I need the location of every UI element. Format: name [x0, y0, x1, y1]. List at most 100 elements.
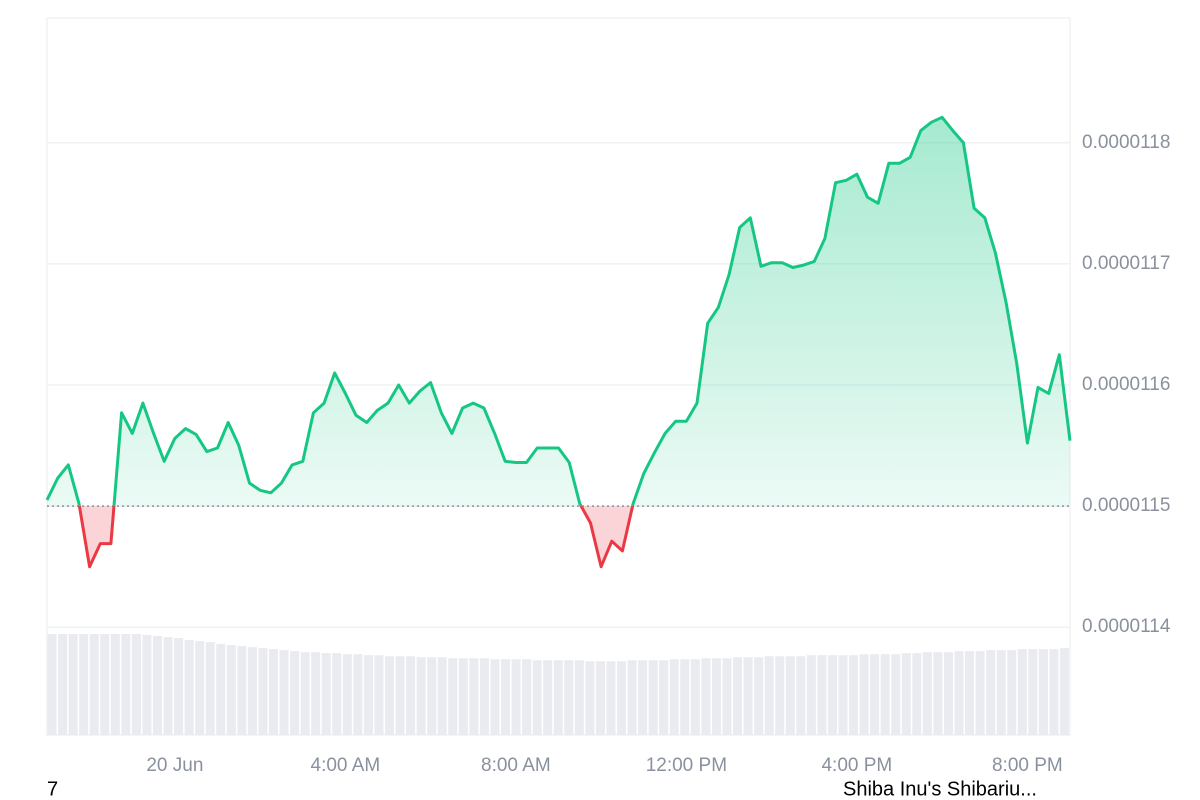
volume-bar — [933, 652, 943, 735]
volume-bar — [553, 660, 563, 735]
caption-left: 7 — [47, 778, 58, 800]
volume-bar — [754, 657, 764, 735]
volume-bar — [690, 659, 700, 735]
volume-bar — [943, 652, 953, 735]
volume-bar — [511, 659, 521, 735]
volume-bar — [711, 658, 721, 735]
volume-bar — [543, 660, 553, 735]
volume-bar — [954, 651, 964, 735]
volume-bar — [89, 634, 99, 735]
volume-bar — [817, 655, 827, 735]
volume-bar — [406, 656, 416, 735]
volume-bar — [47, 634, 57, 735]
volume-bar — [290, 651, 300, 735]
volume-bar — [490, 659, 500, 735]
volume-bar — [258, 648, 268, 735]
volume-bar — [469, 658, 479, 735]
volume-bar — [922, 652, 932, 735]
x-tick-label: 12:00 PM — [646, 755, 727, 776]
volume-bar — [595, 661, 605, 735]
volume-bar — [68, 634, 78, 735]
volume-bar — [574, 660, 584, 735]
volume-bar — [279, 650, 289, 735]
price-line-up — [45, 115, 1072, 507]
volume-bar — [659, 660, 669, 735]
volume-bar — [268, 649, 279, 735]
volume-bar — [448, 658, 458, 735]
volume-bar — [374, 655, 384, 735]
volume-bar — [332, 653, 342, 735]
volume-bar — [226, 645, 236, 735]
x-tick-label: 4:00 AM — [311, 755, 381, 776]
x-tick-label: 4:00 PM — [821, 755, 892, 776]
volume-bar — [131, 634, 141, 735]
volume-bar — [701, 658, 711, 735]
volume-bar — [785, 656, 795, 735]
volume-bar — [648, 660, 658, 735]
volume-bar — [880, 654, 890, 735]
volume-bar — [1017, 649, 1027, 735]
volume-bar — [195, 641, 205, 735]
volume-bar — [859, 654, 869, 735]
volume-bar — [975, 651, 985, 735]
y-tick-label: 0.0000116 — [1082, 374, 1170, 395]
volume-bar — [996, 650, 1006, 735]
volume-bar — [479, 658, 489, 735]
volume-bar — [458, 658, 468, 735]
volume-bar — [891, 654, 901, 735]
volume-bar — [142, 635, 152, 735]
volume-bar — [174, 638, 184, 735]
volume-bar — [849, 655, 859, 735]
volume-bar — [363, 655, 373, 735]
volume-bar — [743, 657, 753, 735]
volume-bar — [838, 655, 848, 735]
volume-bar — [163, 637, 173, 735]
volume-bar — [100, 634, 110, 735]
volume-bar — [300, 652, 310, 735]
volume-bar — [986, 650, 996, 735]
x-tick-label: 20 Jun — [146, 755, 203, 776]
volume-bar — [342, 654, 352, 735]
volume-bar — [827, 655, 837, 735]
volume-bar — [606, 661, 616, 735]
volume-bar — [216, 644, 226, 735]
volume-bar — [321, 653, 331, 735]
volume-bar — [247, 647, 257, 735]
x-tick-label: 8:00 AM — [481, 755, 551, 776]
volume-bar — [870, 654, 880, 735]
volume-bar — [733, 657, 743, 735]
y-tick-label: 0.0000115 — [1082, 495, 1170, 516]
volume-bar — [796, 656, 806, 735]
area-up — [47, 117, 1070, 507]
volume-bar — [901, 653, 911, 735]
volume-bar — [184, 640, 194, 735]
y-tick-label: 0.0000114 — [1082, 616, 1171, 637]
y-tick-label: 0.0000117 — [1082, 253, 1170, 274]
volume-bar — [532, 660, 542, 735]
volume-bar — [912, 653, 922, 735]
volume-bar — [437, 657, 447, 735]
volume-bar — [965, 651, 975, 735]
volume-bar — [722, 658, 732, 735]
caption-right: Shiba Inu's Shibariu... — [843, 778, 1037, 800]
volume-bar — [311, 652, 321, 735]
volume-bar — [522, 659, 532, 735]
volume-bar — [680, 659, 690, 735]
volume-bar — [1049, 649, 1059, 735]
volume-bar — [395, 656, 405, 735]
volume-bar — [427, 657, 437, 735]
volume-bar — [384, 656, 395, 735]
volume-bar — [764, 656, 774, 735]
volume-bar — [1028, 649, 1038, 735]
volume-bar — [152, 636, 163, 735]
volume-bar — [564, 660, 574, 735]
y-tick-label: 0.0000118 — [1082, 132, 1170, 153]
volume-bar — [416, 657, 426, 735]
volume-bar — [110, 634, 120, 735]
volume-bar — [669, 659, 679, 735]
volume-bar — [638, 660, 648, 735]
volume-bar — [121, 634, 131, 735]
x-tick-label: 8:00 PM — [992, 755, 1063, 776]
